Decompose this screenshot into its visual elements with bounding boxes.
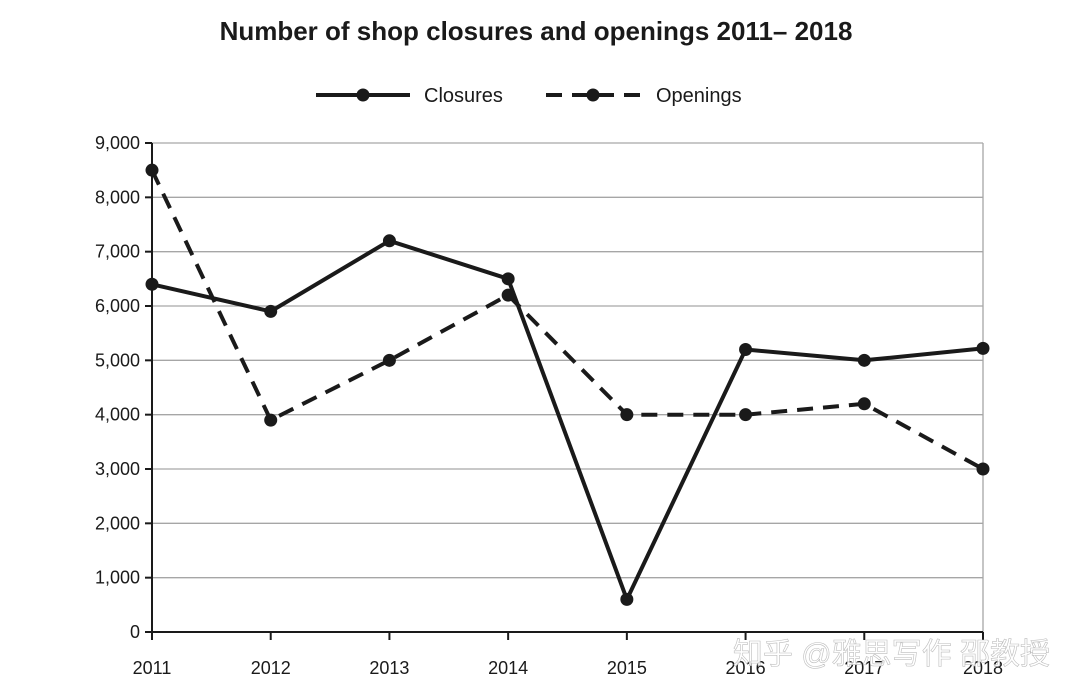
y-axis-ticks: 0 1,000 2,000 3,000 4,000 5,000 6,000 7,000 8,00… xyxy=(95,133,152,642)
y-tick-label: 8,000 xyxy=(95,187,140,207)
x-tick-label: 2015 xyxy=(607,658,647,678)
series-points xyxy=(145,163,990,606)
data-point-closures xyxy=(739,342,753,356)
legend: Closures Openings xyxy=(316,85,742,107)
legend-openings-marker xyxy=(586,88,600,102)
legend-closures-label: Closures xyxy=(424,85,503,107)
data-point-openings xyxy=(739,408,753,422)
x-tick-label: 2017 xyxy=(844,658,884,678)
x-tick-label: 2014 xyxy=(488,658,528,678)
x-tick-label: 2018 xyxy=(963,658,1003,678)
y-tick-label: 1,000 xyxy=(95,568,140,588)
data-point-closures xyxy=(264,304,278,318)
data-point-openings xyxy=(976,462,990,476)
x-tick-label: 2016 xyxy=(726,658,766,678)
chart-title: Number of shop closures and openings 201… xyxy=(220,16,853,46)
data-point-openings xyxy=(857,397,871,411)
plot-frame xyxy=(151,143,984,633)
data-point-closures xyxy=(976,341,990,355)
data-point-openings xyxy=(264,413,278,427)
data-point-openings xyxy=(620,408,634,422)
y-tick-label: 7,000 xyxy=(95,242,140,262)
y-tick-label: 0 xyxy=(130,622,140,642)
gridlines xyxy=(152,142,983,579)
series-line-closures xyxy=(151,238,984,602)
data-point-openings xyxy=(145,163,159,177)
y-tick-label: 3,000 xyxy=(95,459,140,479)
data-point-closures xyxy=(857,353,871,367)
data-point-closures xyxy=(145,277,159,291)
x-tick-label: 2011 xyxy=(133,658,172,678)
legend-openings-label: Openings xyxy=(656,85,742,107)
y-tick-label: 5,000 xyxy=(95,350,140,370)
x-tick-label: 2012 xyxy=(251,658,291,678)
watermark: 知乎 @雅思写作 邵教授 xyxy=(733,638,1050,671)
series-lines xyxy=(150,169,984,602)
y-tick-label: 4,000 xyxy=(95,405,140,425)
data-point-closures xyxy=(382,234,396,248)
y-tick-label: 2,000 xyxy=(95,513,140,533)
y-tick-label: 9,000 xyxy=(95,133,140,153)
legend-closures-marker xyxy=(356,88,370,102)
data-point-closures xyxy=(501,272,515,286)
y-tick-label: 6,000 xyxy=(95,296,140,316)
series-line-openings xyxy=(150,169,984,471)
x-tick-label: 2013 xyxy=(369,658,409,678)
data-point-openings xyxy=(382,353,396,367)
x-axis-ticks: 2011 2012 2013 2014 2015 2016 2017 2018 xyxy=(133,632,1003,678)
data-point-closures xyxy=(620,592,634,606)
data-point-openings xyxy=(501,288,515,302)
